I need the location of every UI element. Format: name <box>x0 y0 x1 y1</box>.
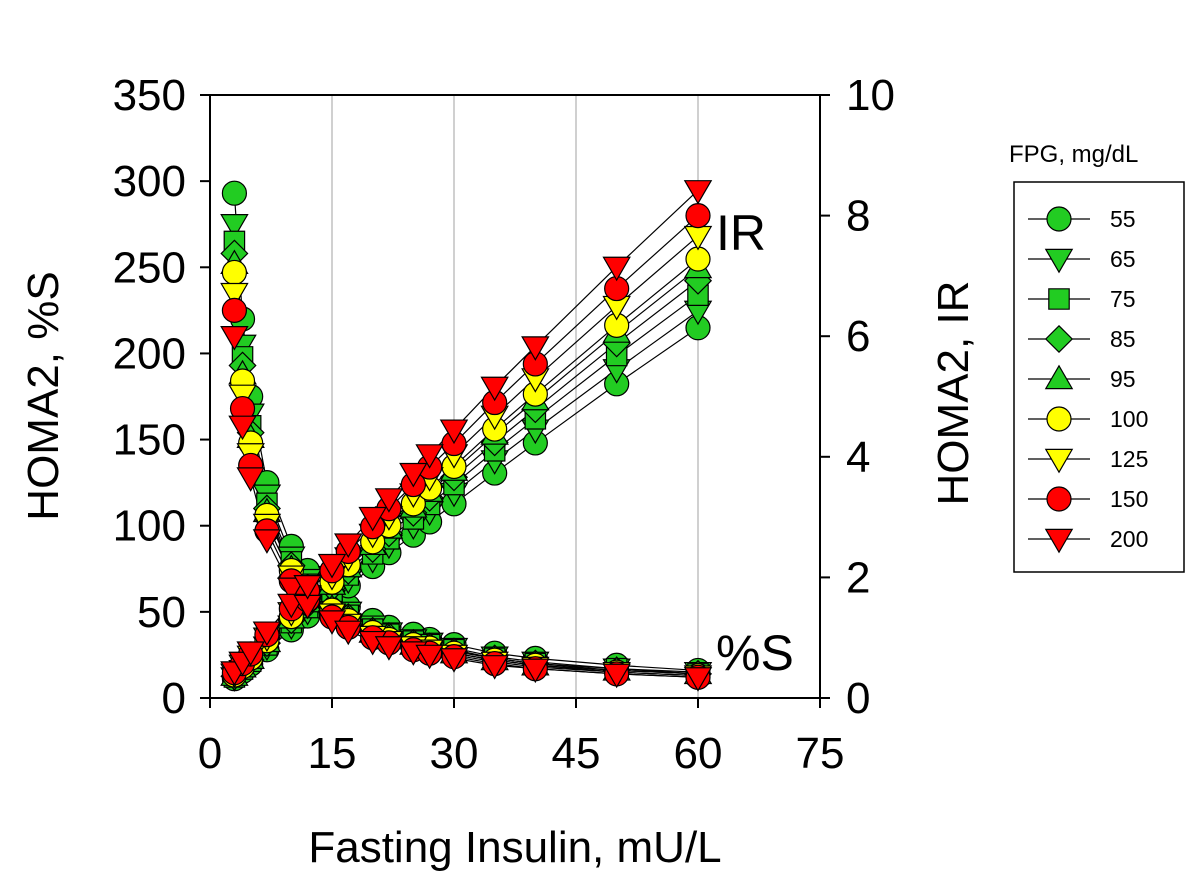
x-tick-label-45: 45 <box>552 729 601 778</box>
percent-s-point-200-5 <box>236 467 265 492</box>
ir-point-200-30 <box>439 419 469 445</box>
x-tick-label-0: 0 <box>198 729 222 778</box>
left-y-tick-label-100: 100 <box>113 502 186 551</box>
percent-s-point-200-60 <box>683 667 713 692</box>
legend-label-55: 55 <box>1110 206 1136 232</box>
legend-label-150: 150 <box>1110 486 1148 512</box>
right-y-tick-label-8: 8 <box>846 192 870 241</box>
legend-box <box>1013 181 1185 573</box>
percent-s-point-200-27 <box>415 644 444 670</box>
percent-s-point-200-3 <box>220 326 249 351</box>
ir-point-200-40 <box>521 336 550 361</box>
legend-marker-200 <box>1044 528 1074 554</box>
percent-s-point-200-30 <box>439 648 469 673</box>
legend-marker-95 <box>1044 364 1074 390</box>
legend-title: FPG, mg/dL <box>1009 141 1138 168</box>
legend-label-125: 125 <box>1110 446 1148 472</box>
ir-point-150-60 <box>685 203 711 229</box>
percent-s-point-200-17 <box>334 620 363 646</box>
left-y-tick-label-150: 150 <box>113 416 186 465</box>
right-y-tick-label-6: 6 <box>846 312 870 361</box>
percent-s-point-200-10 <box>277 577 306 603</box>
legend-label-75: 75 <box>1110 286 1136 312</box>
legend-marker-100 <box>1046 406 1072 432</box>
legend-marker-150 <box>1046 486 1072 512</box>
percent-s-point-150-3 <box>221 297 247 323</box>
percent-s-point-200-35 <box>480 655 509 680</box>
legend-marker-55 <box>1046 206 1072 232</box>
left-y-tick-label-0: 0 <box>162 674 186 723</box>
right-y-axis-title: HOMA2, IR <box>929 281 978 506</box>
percent-s-point-125-3 <box>220 282 249 308</box>
legend-label-95: 95 <box>1110 366 1136 392</box>
x-tick-label-15: 15 <box>308 729 357 778</box>
ir-point-200-20 <box>358 506 387 532</box>
ir-point-200-35 <box>480 376 509 402</box>
ir-point-200-60 <box>683 180 713 205</box>
ir-point-200-50 <box>602 256 631 282</box>
percent-s-point-100-3 <box>221 259 247 286</box>
left-y-axis-title: HOMA2, %S <box>19 271 68 520</box>
right-y-tick-label-4: 4 <box>846 433 870 482</box>
percent-s-point-65-3 <box>220 214 249 239</box>
percent-s-point-200-4 <box>228 415 257 441</box>
x-tick-label-75: 75 <box>796 729 845 778</box>
left-y-tick-label-350: 350 <box>113 71 186 120</box>
x-tick-label-30: 30 <box>430 729 479 778</box>
ir-point-125-60 <box>683 225 713 251</box>
x-axis-title: Fasting Insulin, mU/L <box>308 823 721 872</box>
legend-label-85: 85 <box>1110 326 1136 352</box>
ir-point-200-22 <box>374 488 404 513</box>
ir-point-200-5 <box>236 641 265 666</box>
ir-point-200-25 <box>399 462 428 488</box>
ir-point-200-27 <box>415 444 444 469</box>
percent-s-point-200-7 <box>252 529 282 554</box>
series-markers <box>220 180 713 692</box>
right-y-tick-label-2: 2 <box>846 553 870 602</box>
legend-marker-75 <box>1048 288 1070 310</box>
legend-label-65: 65 <box>1110 246 1136 272</box>
ir-point-100-60 <box>685 246 711 272</box>
right-y-tick-label-0: 0 <box>846 674 870 723</box>
right-y-tick-label-10: 10 <box>846 71 895 120</box>
legend: 55 65 75 85 95 100 125 150 200 <box>1028 206 1148 554</box>
percent-s-point-200-50 <box>602 663 631 689</box>
left-y-tick-label-200: 200 <box>113 329 186 378</box>
percent-s-point-200-40 <box>521 658 550 684</box>
legend-label-200: 200 <box>1110 526 1148 552</box>
x-tick-label-60: 60 <box>674 729 723 778</box>
x-axis: 0 15 30 45 60 75 <box>198 698 845 778</box>
legend-marker-85 <box>1044 324 1074 354</box>
legend-marker-65 <box>1044 248 1074 274</box>
left-y-tick-label-300: 300 <box>113 157 186 206</box>
plot-frame <box>209 94 821 699</box>
legend-label-100: 100 <box>1110 406 1148 432</box>
percent-s-annotation: %S <box>716 625 794 681</box>
ir-point-200-12 <box>293 575 322 600</box>
left-y-axis: 0 50 100 150 200 250 300 350 <box>113 71 210 723</box>
left-y-tick-label-50: 50 <box>137 588 186 637</box>
legend-marker-125 <box>1044 448 1074 474</box>
right-y-axis: 0 2 4 6 8 10 <box>820 71 895 723</box>
percent-s-point-55-3 <box>221 180 247 206</box>
percent-s-point-200-22 <box>374 636 404 661</box>
left-y-tick-label-250: 250 <box>113 243 186 292</box>
ir-point-200-17 <box>334 533 363 559</box>
ir-point-200-15 <box>317 553 347 579</box>
ir-point-200-7 <box>252 621 282 647</box>
ir-annotation: IR <box>716 205 766 261</box>
